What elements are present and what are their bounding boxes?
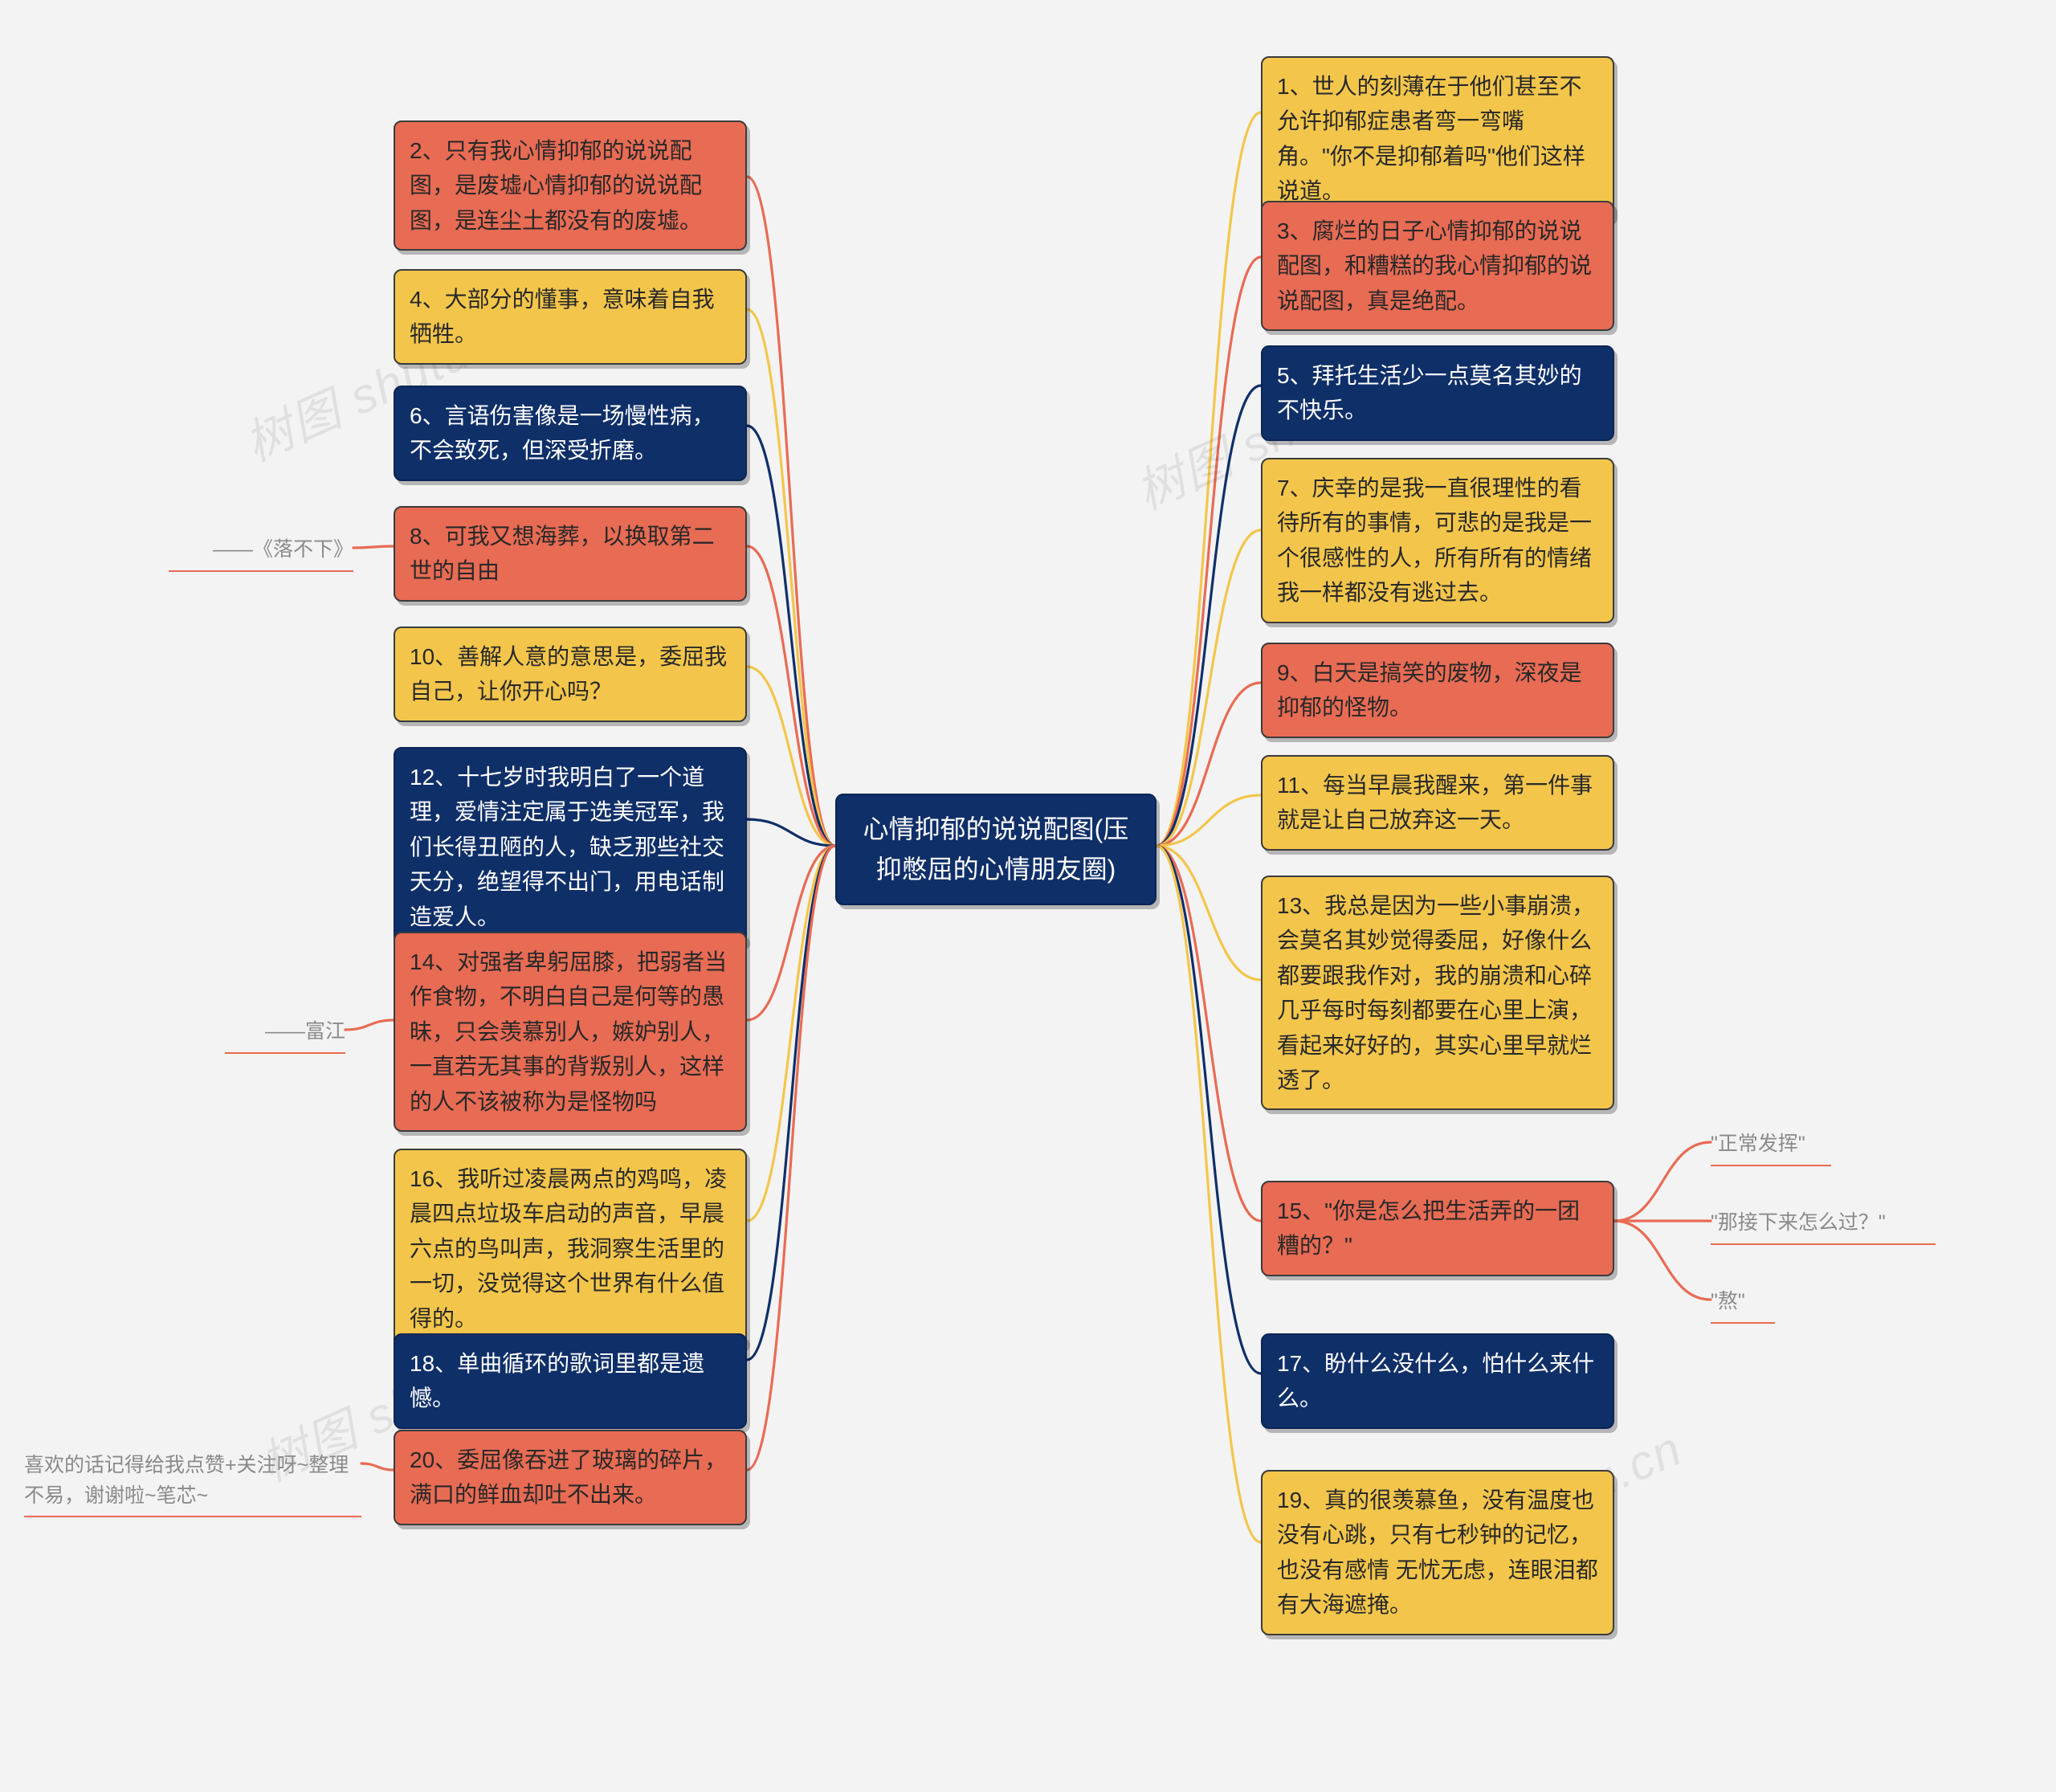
mindmap-node[interactable]: 17、盼什么没什么，怕什么来什么。	[1261, 1333, 1614, 1429]
mindmap-node[interactable]: 12、十七岁时我明白了一个道理，爱情注定属于选美冠军，我们长得丑陋的人，缺乏那些…	[394, 747, 747, 947]
mindmap-node[interactable]: 1、世人的刻薄在于他们甚至不允许抑郁症患者弯一弯嘴角。"你不是抑郁着吗"他们这样…	[1261, 56, 1614, 222]
mindmap-node[interactable]: 18、单曲循环的歌词里都是遗憾。	[394, 1333, 747, 1429]
mindmap-leaf[interactable]: "熬"	[1711, 1282, 1775, 1324]
mindmap-node[interactable]: 13、我总是因为一些小事崩溃，会莫名其妙觉得委屈，好像什么都要跟我作对，我的崩溃…	[1261, 876, 1614, 1110]
mindmap-leaf[interactable]: "正常发挥"	[1711, 1125, 1831, 1166]
mindmap-node[interactable]: 6、言语伤害像是一场慢性病，不会致死，但深受折磨。	[394, 386, 747, 481]
mindmap-node[interactable]: 9、白天是搞笑的废物，深夜是抑郁的怪物。	[1261, 643, 1614, 738]
mindmap-leaf[interactable]: "那接下来怎么过？"	[1711, 1203, 1936, 1245]
mindmap-node[interactable]: 20、委屈像吞进了玻璃的碎片，满口的鲜血却吐不出来。	[394, 1430, 747, 1525]
mindmap-leaf[interactable]: ——富江	[225, 1012, 345, 1054]
mindmap-node[interactable]: 19、真的很羡慕鱼，没有温度也没有心跳，只有七秒钟的记忆，也没有感情 无忧无虑，…	[1261, 1470, 1614, 1635]
mindmap-node[interactable]: 7、庆幸的是我一直很理性的看待所有的事情，可悲的是我是一个很感性的人，所有所有的…	[1261, 458, 1614, 623]
mindmap-node[interactable]: 5、拜托生活少一点莫名其妙的不快乐。	[1261, 345, 1614, 441]
mindmap-node[interactable]: 14、对强者卑躬屈膝，把弱者当作食物，不明白自己是何等的愚昧，只会羡慕别人，嫉妒…	[394, 932, 747, 1132]
mindmap-node[interactable]: 2、只有我心情抑郁的说说配图，是废墟心情抑郁的说说配图，是连尘土都没有的废墟。	[394, 120, 747, 251]
mindmap-node[interactable]: 4、大部分的懂事，意味着自我牺牲。	[394, 269, 747, 365]
mindmap-node[interactable]: 16、我听过凌晨两点的鸡鸣，凌晨四点垃圾车启动的声音，早晨六点的鸟叫声，我洞察生…	[394, 1149, 747, 1349]
mindmap-node[interactable]: 11、每当早晨我醒来，第一件事就是让自己放弃这一天。	[1261, 755, 1614, 851]
mindmap-leaf[interactable]: ——《落不下》	[169, 530, 353, 572]
mindmap-node[interactable]: 8、可我又想海葬，以换取第二世的自由	[394, 506, 747, 602]
mindmap-center-node[interactable]: 心情抑郁的说说配图(压抑憋屈的心情朋友圈)	[835, 794, 1156, 905]
mindmap-canvas: 树图 shutu.cn树图 shutu.cn树图 shutu.cn树图 shut…	[0, 0, 2056, 1792]
mindmap-node[interactable]: 15、"你是怎么把生活弄的一团糟的？"	[1261, 1181, 1614, 1276]
mindmap-leaf[interactable]: 喜欢的话记得给我点赞+关注呀~整理不易，谢谢啦~笔芯~	[24, 1446, 361, 1517]
mindmap-node[interactable]: 3、腐烂的日子心情抑郁的说说配图，和糟糕的我心情抑郁的说说配图，真是绝配。	[1261, 201, 1614, 331]
mindmap-node[interactable]: 10、善解人意的意思是，委屈我自己，让你开心吗？	[394, 627, 747, 722]
